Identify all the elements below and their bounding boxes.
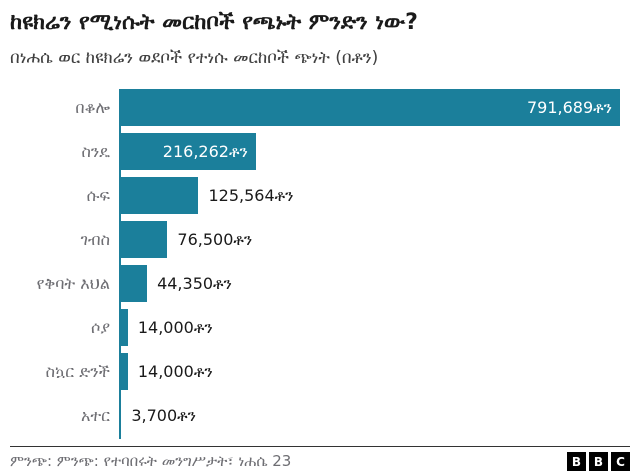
chart-row: የቅባት እህል 44,350ቶን bbox=[10, 265, 630, 302]
category-label: በቆሎ bbox=[75, 97, 110, 117]
chart-title: ከዩክሬን የሚነሱት መርከቦች የጫኑት ምንድን ነው? bbox=[10, 10, 418, 35]
chart-row: ስኳር ድንች 14,000ቶን bbox=[10, 353, 630, 390]
category-label: ገብስ bbox=[80, 229, 110, 249]
category-label: ሶያ bbox=[90, 317, 110, 337]
bar bbox=[119, 177, 199, 214]
category-label: የቅባት እህል bbox=[36, 273, 110, 293]
value-label: 14,000ቶን bbox=[137, 317, 213, 337]
bar: 216,262ቶን bbox=[119, 133, 256, 170]
bar bbox=[119, 265, 148, 302]
category-label: አተር bbox=[80, 405, 110, 425]
bbc-logo-block: B bbox=[567, 452, 586, 471]
bar-track: 3,700ቶን bbox=[119, 397, 630, 434]
value-label: 76,500ቶን bbox=[177, 229, 253, 249]
bar-track: 216,262ቶን bbox=[119, 133, 630, 170]
value-label: 216,262ቶን bbox=[162, 141, 248, 161]
bar bbox=[119, 397, 122, 434]
chart-row: በቆሎ 791,689ቶን bbox=[10, 89, 630, 126]
bbc-logo-block: C bbox=[611, 452, 630, 471]
category-label: ስንዴ bbox=[81, 141, 110, 161]
bar-track: 125,564ቶን bbox=[119, 177, 630, 214]
source-text: ምንጭ: ምንጭ: የተባበሩት መንግሥታት፣ ነሐሴ 23 bbox=[10, 452, 292, 470]
value-label: 791,689ቶን bbox=[526, 97, 612, 117]
bbc-logo-block: B bbox=[589, 452, 608, 471]
value-label: 14,000ቶን bbox=[137, 361, 213, 381]
bar-track: 14,000ቶን bbox=[119, 309, 630, 346]
chart-row: ስንዴ 216,262ቶን bbox=[10, 133, 630, 170]
bar-chart: በቆሎ 791,689ቶን ስንዴ 216,262ቶን ሱፍ 125,564ቶን ገብስ 76… bbox=[10, 89, 630, 441]
bar-track: 14,000ቶን bbox=[119, 353, 630, 390]
chart-row: ገብስ 76,500ቶን bbox=[10, 221, 630, 258]
bar: 791,689ቶን bbox=[119, 89, 620, 126]
chart-row: ሶያ 14,000ቶን bbox=[10, 309, 630, 346]
value-label: 3,700ቶን bbox=[131, 405, 197, 425]
category-label: ሱፍ bbox=[86, 185, 110, 205]
value-label: 44,350ቶን bbox=[157, 273, 232, 293]
value-label: 125,564ቶን bbox=[208, 185, 294, 205]
chart-subtitle: በነሐሴ ወር ከዩክሬን ወደቦች የተነሱ መርከቦች ጭነት (በቶን) bbox=[10, 48, 379, 68]
chart-row: አተር 3,700ቶን bbox=[10, 397, 630, 434]
bar bbox=[119, 221, 168, 258]
bar bbox=[119, 309, 128, 346]
y-axis-line bbox=[119, 89, 121, 439]
bar-track: 44,350ቶን bbox=[119, 265, 630, 302]
bar bbox=[119, 353, 128, 390]
chart-row: ሱፍ 125,564ቶን bbox=[10, 177, 630, 214]
bar-track: 791,689ቶን bbox=[119, 89, 630, 126]
bar-track: 76,500ቶን bbox=[119, 221, 630, 258]
category-label: ስኳር ድንች bbox=[45, 361, 110, 381]
